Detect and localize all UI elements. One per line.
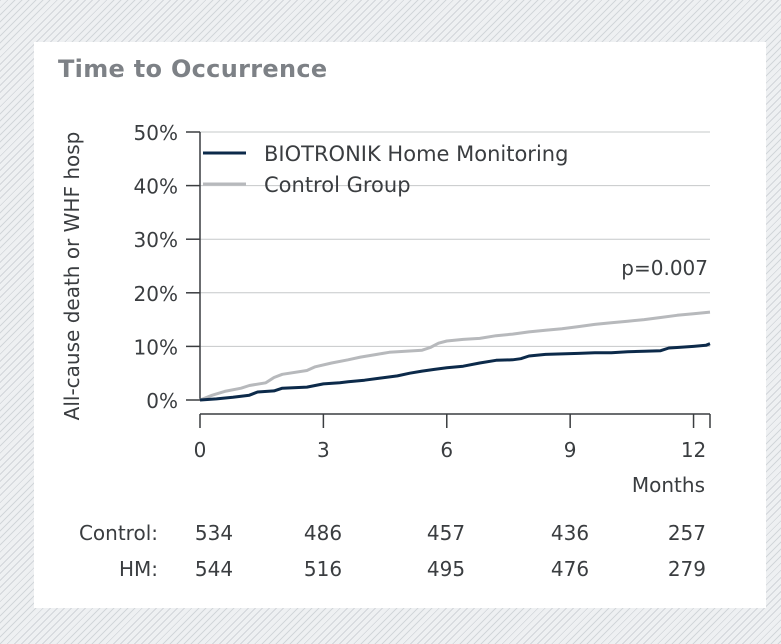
ytick-label-50: 50%	[134, 121, 178, 145]
series-lines	[199, 310, 711, 402]
legend: BIOTRONIK Home Monitoring Control Group	[203, 142, 568, 197]
risk-cell-1-0: 544	[195, 557, 233, 581]
xtick-label-12: 12	[681, 438, 706, 462]
series-line-1	[199, 310, 711, 402]
risk-cell-1-3: 476	[551, 557, 589, 581]
risk-cell-1-1: 516	[304, 557, 342, 581]
risk-row-label-0: Control:	[79, 521, 158, 545]
risk-cell-0-0: 534	[195, 521, 233, 545]
risk-cell-0-3: 436	[551, 521, 589, 545]
ytick-label-40: 40%	[134, 175, 178, 199]
grid-lines	[200, 131, 710, 347]
ytick-label-20: 20%	[134, 282, 178, 306]
chart-title: Time to Occurrence	[58, 55, 328, 83]
axes	[186, 131, 711, 428]
risk-cell-0-4: 257	[668, 521, 706, 545]
ytick-label-10: 10%	[134, 335, 178, 359]
xtick-label-3: 3	[317, 438, 330, 462]
series-line-0	[199, 342, 711, 402]
chart-labels: 0% 10% 20% 30% 40% 50% 0 3 6 9 12 Months All-cause d…	[60, 121, 708, 497]
risk-cell-1-4: 279	[668, 557, 706, 581]
ytick-label-30: 30%	[134, 228, 178, 252]
risk-row-label-1: HM:	[119, 557, 158, 581]
ytick-label-0: 0%	[146, 389, 178, 413]
legend-label-1: Control Group	[264, 173, 411, 197]
p-value-annotation: p=0.007	[621, 256, 708, 280]
risk-cell-0-2: 457	[427, 521, 465, 545]
xtick-label-0: 0	[194, 438, 207, 462]
risk-table: Control: 534 486 457 436 257 HM: 544 516 495 476 27…	[79, 521, 706, 581]
xtick-label-6: 6	[440, 438, 453, 462]
xtick-label-9: 9	[564, 438, 577, 462]
y-axis-label: All-cause death or WHF hosp	[60, 132, 84, 421]
chart-card	[34, 42, 766, 608]
x-axis-label: Months	[632, 473, 705, 497]
risk-cell-0-1: 486	[304, 521, 342, 545]
risk-cell-1-2: 495	[427, 557, 465, 581]
legend-label-0: BIOTRONIK Home Monitoring	[264, 142, 568, 166]
